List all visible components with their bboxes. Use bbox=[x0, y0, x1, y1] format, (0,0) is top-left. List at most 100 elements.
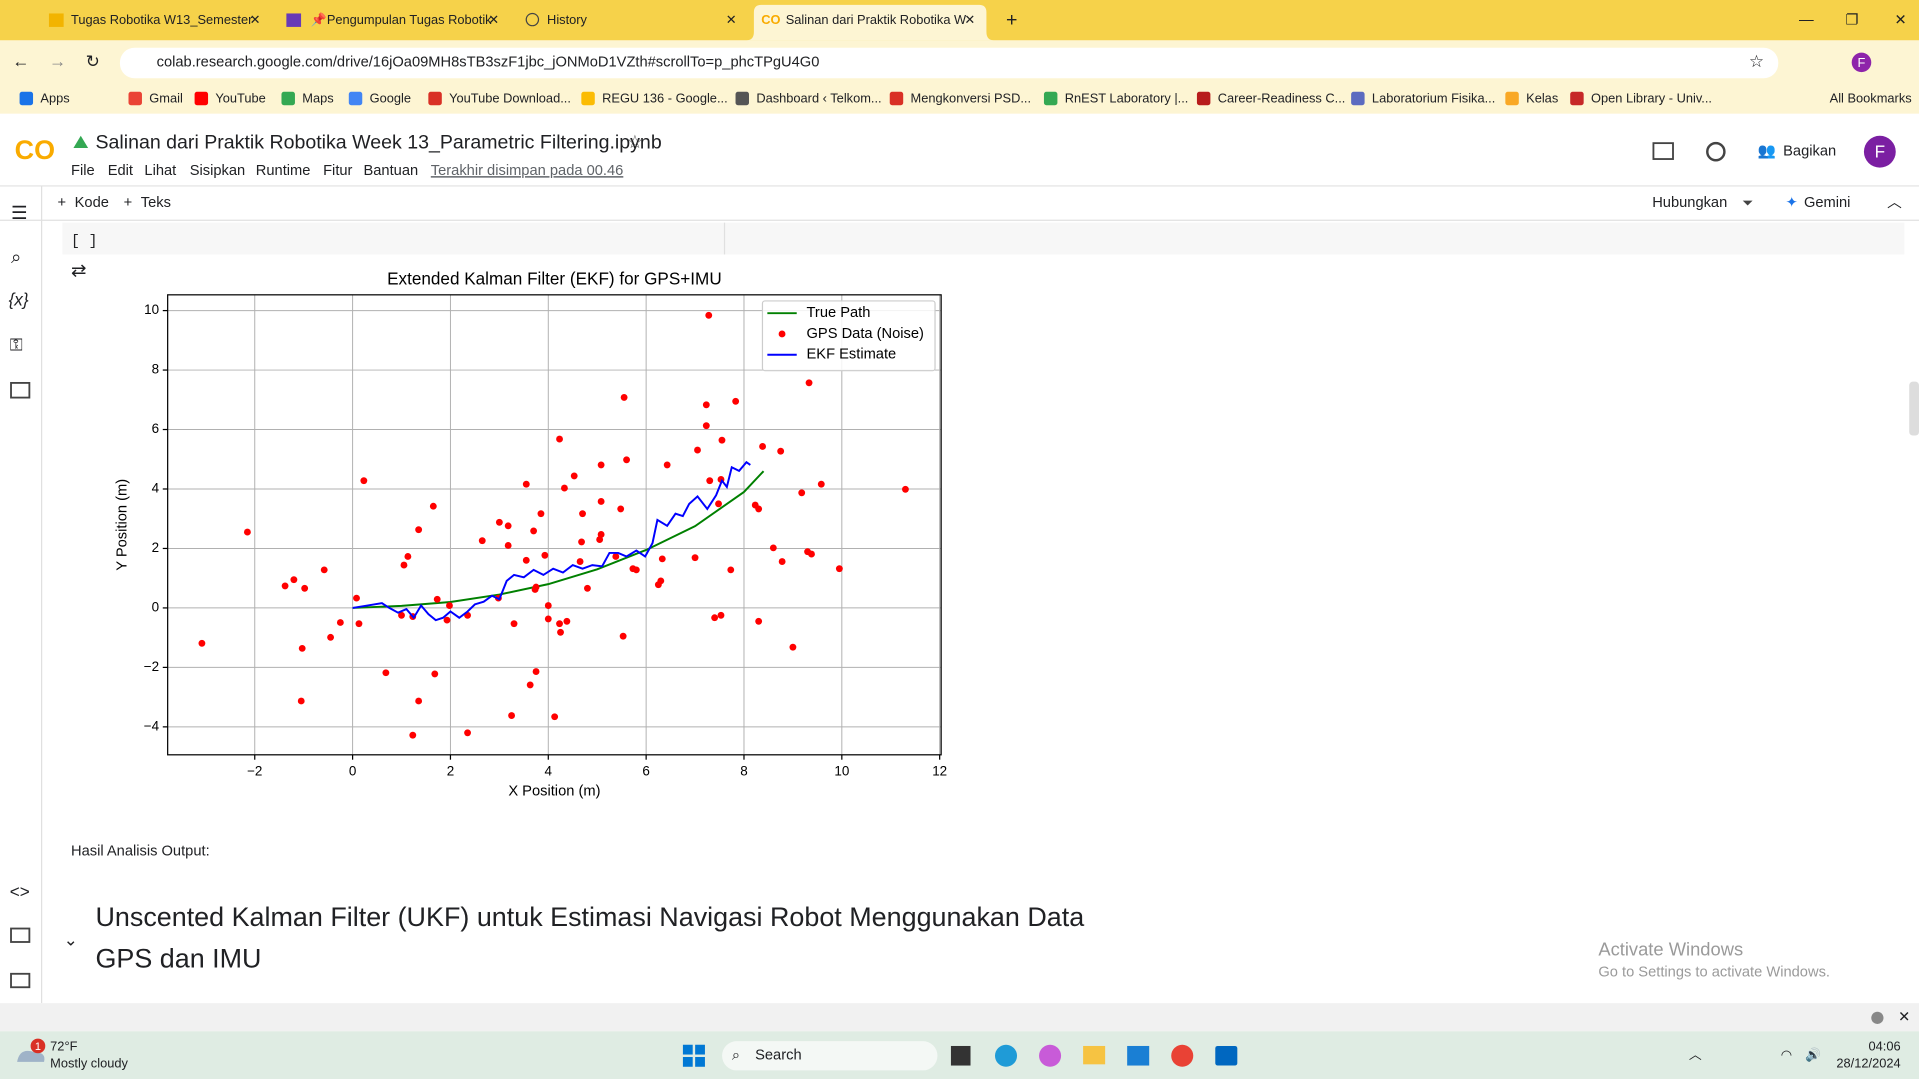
tab-close[interactable]: ✕ bbox=[488, 12, 499, 27]
section-toggle[interactable]: ⌄ bbox=[64, 929, 78, 949]
menu-item[interactable]: Runtime bbox=[256, 163, 311, 179]
clock-date[interactable]: 28/12/2024 bbox=[1836, 1056, 1900, 1071]
menu-item[interactable]: Edit bbox=[108, 163, 133, 179]
tab-title[interactable]: History bbox=[547, 12, 588, 27]
add-code[interactable]: Kode bbox=[75, 195, 109, 211]
output-toggle[interactable]: ⇄ bbox=[71, 259, 86, 280]
bookmark[interactable]: Gmail bbox=[149, 90, 183, 105]
bookmark[interactable]: Maps bbox=[302, 90, 333, 105]
restore[interactable]: ❐ bbox=[1846, 13, 1859, 29]
tab-title[interactable]: Salinan dari Praktik Robotika W bbox=[786, 12, 967, 27]
secrets-icon[interactable]: ⚿ bbox=[10, 335, 23, 355]
search-icon[interactable]: ⌕ bbox=[11, 246, 21, 267]
volume-icon[interactable]: 🔊 bbox=[1805, 1046, 1821, 1063]
bookmark[interactable]: YouTube Download... bbox=[449, 90, 571, 105]
active-tab[interactable] bbox=[746, 4, 994, 41]
menu-item[interactable]: File bbox=[71, 163, 95, 179]
tab-title[interactable]: 📌Pengumpulan Tugas Robotik bbox=[311, 11, 492, 27]
add-code-plus[interactable]: + bbox=[58, 195, 67, 211]
bookmark[interactable]: Google bbox=[370, 90, 411, 105]
clock-time[interactable]: 04:06 bbox=[1869, 1039, 1901, 1054]
minimize[interactable]: — bbox=[1799, 13, 1814, 29]
start-button[interactable] bbox=[682, 1044, 705, 1067]
add-text[interactable]: Teks bbox=[141, 195, 171, 211]
y-tick-label: 10 bbox=[144, 302, 159, 317]
bookmark[interactable]: YouTube bbox=[215, 90, 265, 105]
url[interactable]: colab.research.google.com/drive/16jOa09M… bbox=[157, 54, 820, 70]
temperature[interactable]: 72°F bbox=[50, 1039, 77, 1054]
files-icon[interactable] bbox=[10, 381, 31, 399]
bookmark[interactable]: Mengkonversi PSD... bbox=[911, 90, 1032, 105]
bookmark[interactable]: Kelas bbox=[1526, 90, 1558, 105]
star[interactable]: ☆ bbox=[627, 131, 643, 152]
profile-initial[interactable]: F bbox=[1858, 55, 1866, 70]
menu-item[interactable]: Sisipkan bbox=[190, 163, 245, 179]
bookmark[interactable]: Open Library - Univ... bbox=[1591, 90, 1712, 105]
cell-bracket[interactable]: [ ] bbox=[71, 234, 97, 250]
add-text-plus[interactable]: + bbox=[124, 195, 133, 211]
address-bar[interactable] bbox=[119, 47, 1779, 79]
app-icon[interactable] bbox=[1039, 1044, 1062, 1067]
bookmark-star[interactable]: ☆ bbox=[1749, 51, 1764, 71]
gps-point bbox=[702, 401, 710, 409]
wifi-icon[interactable]: ◠ bbox=[1781, 1047, 1792, 1062]
search-box[interactable] bbox=[722, 1041, 938, 1071]
app-icon[interactable] bbox=[950, 1045, 971, 1066]
reload[interactable]: ↻ bbox=[86, 51, 100, 71]
bookmark[interactable]: Apps bbox=[40, 90, 69, 105]
settings-icon[interactable] bbox=[1706, 141, 1726, 162]
toc-icon[interactable]: ☰ bbox=[11, 202, 27, 223]
menu-item[interactable]: Fitur bbox=[323, 163, 352, 179]
bookmark[interactable]: Career-Readiness C... bbox=[1218, 90, 1346, 105]
tab-close[interactable]: ✕ bbox=[726, 12, 737, 27]
variables-icon[interactable]: {x} bbox=[9, 289, 29, 309]
new-tab[interactable]: + bbox=[1006, 9, 1017, 31]
command-palette-icon[interactable] bbox=[10, 927, 31, 943]
user-avatar[interactable] bbox=[1863, 135, 1896, 168]
tab-icon bbox=[525, 12, 540, 27]
app-icon[interactable] bbox=[1171, 1044, 1194, 1067]
all-bookmarks[interactable]: All Bookmarks bbox=[1830, 90, 1912, 105]
user-initial[interactable]: F bbox=[1875, 141, 1885, 161]
app-icon[interactable] bbox=[1083, 1045, 1106, 1065]
tab-close[interactable]: ✕ bbox=[250, 12, 261, 27]
terminal-icon[interactable] bbox=[10, 972, 31, 989]
tab-title[interactable]: Tugas Robotika W13_Semester bbox=[71, 12, 253, 27]
app-icon[interactable] bbox=[1215, 1045, 1238, 1066]
profile-avatar[interactable] bbox=[1851, 52, 1872, 73]
bookmark[interactable]: Dashboard ‹ Telkom... bbox=[756, 90, 881, 105]
last-saved[interactable]: Terakhir disimpan pada 00.46 bbox=[431, 163, 624, 179]
code-snippets-icon[interactable]: <> bbox=[10, 882, 30, 902]
notebook-title[interactable]: Salinan dari Praktik Robotika Week 13_Pa… bbox=[95, 131, 661, 153]
gemini[interactable]: Gemini bbox=[1804, 195, 1850, 211]
app-icon[interactable] bbox=[1127, 1045, 1150, 1066]
menu-item[interactable]: Lihat bbox=[144, 163, 176, 179]
collapse[interactable]: ︿ bbox=[1887, 195, 1902, 211]
search-label[interactable]: Search bbox=[755, 1048, 802, 1064]
menu-item[interactable]: Bantuan bbox=[363, 163, 418, 179]
tray-expand[interactable]: ︿ bbox=[1689, 1047, 1702, 1062]
back[interactable]: ← bbox=[12, 51, 29, 71]
connect-dropdown[interactable] bbox=[1742, 200, 1753, 206]
tab-close[interactable]: ✕ bbox=[964, 12, 975, 27]
status-close[interactable]: ✕ bbox=[1898, 1010, 1910, 1026]
forward[interactable]: → bbox=[49, 51, 66, 71]
bookmark[interactable]: REGU 136 - Google... bbox=[602, 90, 728, 105]
share-icon[interactable]: 👥 bbox=[1757, 144, 1775, 160]
tab[interactable] bbox=[36, 6, 270, 36]
gps-point bbox=[327, 633, 335, 641]
weather[interactable]: Mostly cloudy bbox=[50, 1056, 128, 1071]
connect[interactable]: Hubungkan bbox=[1652, 195, 1727, 211]
comments-icon[interactable] bbox=[1652, 142, 1674, 160]
bookmark[interactable]: RnEST Laboratory |... bbox=[1065, 90, 1189, 105]
scrollbar[interactable] bbox=[1909, 381, 1919, 436]
gemini-icon[interactable]: ✦ bbox=[1786, 195, 1798, 211]
y-tick-label: 6 bbox=[152, 421, 159, 436]
bookmark[interactable]: Laboratorium Fisika... bbox=[1372, 90, 1495, 105]
app-icon[interactable] bbox=[994, 1044, 1018, 1067]
share-button[interactable]: Bagikan bbox=[1783, 144, 1836, 160]
gps-point bbox=[443, 616, 451, 624]
close[interactable]: ✕ bbox=[1895, 13, 1907, 29]
colab-logo[interactable]: CO bbox=[15, 135, 55, 165]
code-cell[interactable] bbox=[62, 222, 1905, 255]
